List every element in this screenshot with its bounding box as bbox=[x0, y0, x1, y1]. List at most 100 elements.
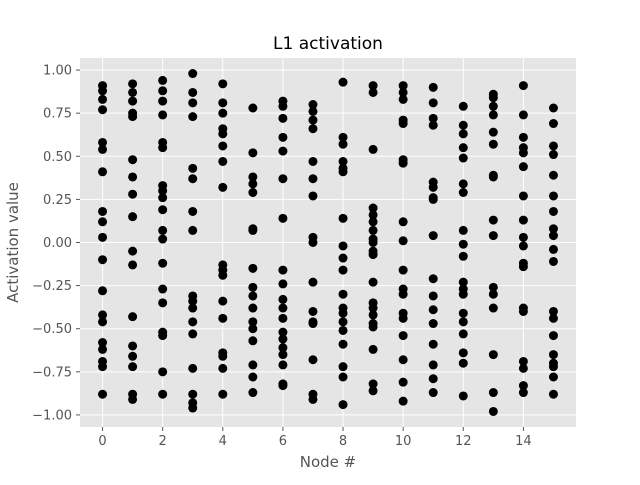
data-point bbox=[548, 331, 558, 341]
data-point bbox=[308, 156, 318, 166]
y-tick-label: −0.50 bbox=[32, 322, 72, 337]
data-point bbox=[128, 246, 138, 256]
data-point bbox=[128, 112, 138, 122]
data-point bbox=[338, 289, 348, 299]
data-point bbox=[98, 286, 108, 296]
data-point bbox=[518, 162, 528, 172]
data-point bbox=[428, 194, 438, 204]
data-point bbox=[218, 182, 228, 192]
data-point bbox=[458, 153, 468, 163]
data-point bbox=[158, 225, 168, 235]
data-point bbox=[518, 388, 528, 398]
data-point bbox=[278, 350, 288, 360]
data-point bbox=[128, 172, 138, 182]
data-point bbox=[128, 394, 138, 404]
data-point bbox=[98, 389, 108, 399]
data-point bbox=[458, 120, 468, 130]
data-point bbox=[488, 172, 498, 182]
data-point bbox=[338, 308, 348, 318]
data-point bbox=[518, 81, 528, 91]
data-point bbox=[518, 215, 528, 225]
data-point bbox=[278, 334, 288, 344]
data-point bbox=[338, 77, 348, 87]
data-point bbox=[98, 137, 108, 147]
data-point bbox=[128, 87, 138, 97]
data-point bbox=[338, 253, 348, 263]
data-point bbox=[308, 100, 318, 110]
data-point bbox=[278, 381, 288, 391]
data-point bbox=[338, 241, 348, 251]
data-point bbox=[428, 360, 438, 370]
data-point bbox=[158, 284, 168, 294]
data-point bbox=[428, 182, 438, 192]
data-point bbox=[368, 379, 378, 389]
data-point bbox=[128, 260, 138, 270]
data-point bbox=[518, 191, 528, 201]
data-point bbox=[218, 389, 228, 399]
data-point bbox=[218, 351, 228, 361]
data-point bbox=[158, 367, 168, 377]
data-point bbox=[98, 344, 108, 354]
data-point bbox=[158, 86, 168, 96]
data-point bbox=[278, 265, 288, 275]
data-point bbox=[398, 217, 408, 227]
data-point bbox=[158, 234, 168, 244]
data-point bbox=[518, 232, 528, 242]
data-point bbox=[458, 277, 468, 287]
data-point bbox=[368, 210, 378, 220]
data-point bbox=[428, 274, 438, 284]
data-point bbox=[398, 331, 408, 341]
data-point bbox=[338, 317, 348, 327]
data-point bbox=[98, 317, 108, 327]
data-point bbox=[308, 306, 318, 316]
x-tick-label: 4 bbox=[219, 434, 227, 449]
data-point bbox=[398, 313, 408, 323]
data-point bbox=[488, 282, 498, 292]
data-point bbox=[158, 331, 168, 341]
data-point bbox=[518, 363, 528, 373]
data-point bbox=[98, 232, 108, 242]
data-point bbox=[368, 87, 378, 97]
data-point bbox=[458, 358, 468, 368]
data-point bbox=[308, 355, 318, 365]
data-point bbox=[488, 406, 498, 416]
data-point bbox=[518, 356, 528, 366]
data-point bbox=[458, 225, 468, 235]
data-point bbox=[98, 94, 108, 104]
data-point bbox=[488, 139, 498, 149]
data-point bbox=[398, 265, 408, 275]
data-point bbox=[98, 105, 108, 115]
data-point bbox=[368, 225, 378, 235]
data-point bbox=[398, 377, 408, 387]
data-point bbox=[218, 156, 228, 166]
data-point bbox=[488, 110, 498, 120]
data-point bbox=[338, 325, 348, 335]
data-point bbox=[428, 305, 438, 315]
data-point bbox=[188, 225, 198, 235]
data-point bbox=[458, 317, 468, 327]
data-point bbox=[308, 191, 318, 201]
data-point bbox=[248, 282, 258, 292]
data-point bbox=[278, 313, 288, 323]
data-point bbox=[248, 225, 258, 235]
data-point bbox=[338, 265, 348, 275]
data-point bbox=[308, 277, 318, 287]
data-point bbox=[428, 374, 438, 384]
data-point bbox=[458, 187, 468, 197]
data-point bbox=[368, 303, 378, 313]
y-tick-label: 1.00 bbox=[43, 64, 72, 79]
x-tick-label: 12 bbox=[455, 434, 472, 449]
data-point bbox=[248, 103, 258, 113]
data-point bbox=[218, 108, 228, 118]
data-point bbox=[428, 319, 438, 329]
data-point bbox=[458, 348, 468, 358]
data-point bbox=[488, 93, 498, 103]
data-point bbox=[548, 191, 558, 201]
data-point bbox=[278, 146, 288, 156]
data-point bbox=[518, 306, 528, 316]
data-point bbox=[278, 343, 288, 353]
data-point bbox=[548, 141, 558, 151]
data-point bbox=[248, 372, 258, 382]
data-point bbox=[548, 256, 558, 266]
